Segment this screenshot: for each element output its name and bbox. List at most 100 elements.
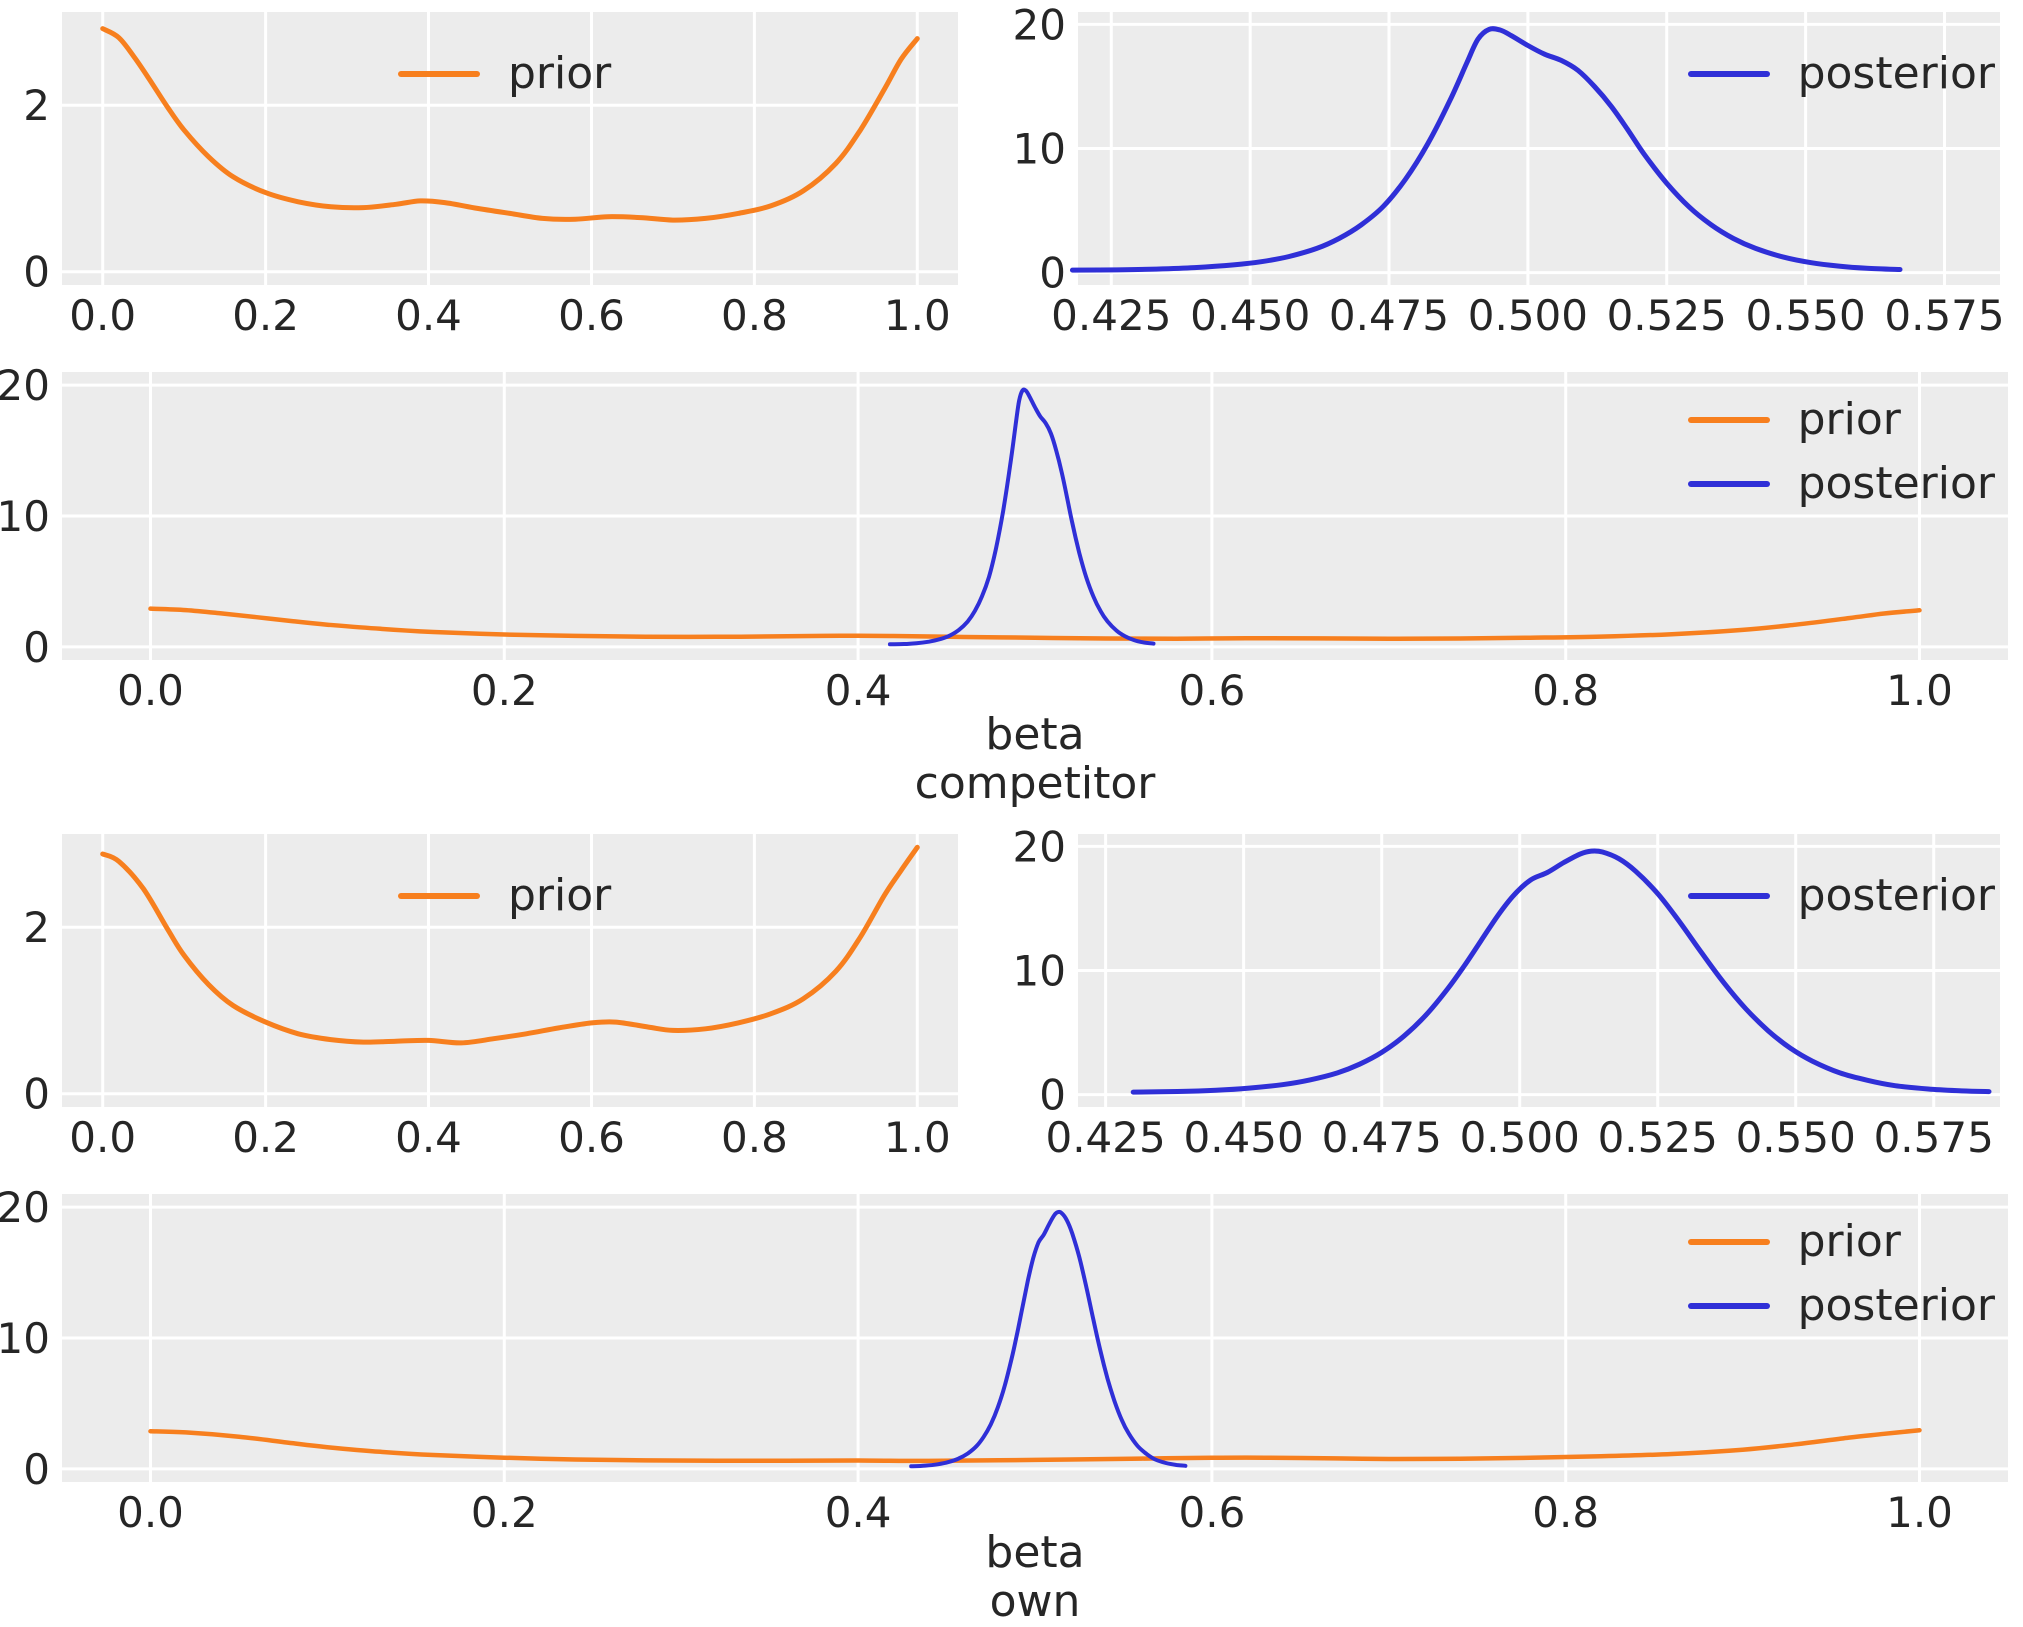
svg-text:0.425: 0.425 <box>1051 291 1171 340</box>
svg-text:0.500: 0.500 <box>1460 1113 1580 1162</box>
prior-line-swatch-icon <box>1687 1239 1770 1245</box>
legend-entry-prior: prior <box>398 50 611 98</box>
chart-competitor-both-svg: 0.0 0.2 0.4 0.6 0.8 1.0 0 10 20 <box>0 361 2008 714</box>
svg-text:0.525: 0.525 <box>1607 291 1727 340</box>
legend-entry-posterior: posterior <box>1687 1280 1995 1331</box>
svg-text:1.0: 1.0 <box>884 1113 951 1162</box>
chart-competitor-posterior-svg: 0.425 0.450 0.475 0.500 0.525 0.550 0.575 0 10 20 <box>1013 0 2005 340</box>
svg-text:0.4: 0.4 <box>825 1488 892 1536</box>
svg-text:2: 2 <box>23 81 50 130</box>
svg-text:0.500: 0.500 <box>1468 291 1588 340</box>
chart-own-posterior-svg: 0.425 0.450 0.475 0.500 0.525 0.550 0.575 0 10 20 <box>1013 822 2000 1162</box>
svg-text:1.0: 1.0 <box>1886 1488 1953 1536</box>
posterior-line-swatch-icon <box>1687 481 1770 487</box>
svg-text:0.0: 0.0 <box>69 291 136 340</box>
xlabel-beta-own: beta own <box>62 1528 2008 1626</box>
legend-label-prior: prior <box>508 870 612 921</box>
legend-own-posterior: posterior <box>1687 870 1995 921</box>
svg-text:10: 10 <box>0 492 50 541</box>
panel-competitor-posterior: 0.425 0.450 0.475 0.500 0.525 0.550 0.575 0 10 20… <box>1011 0 2023 350</box>
legend-own-both: prior posterior <box>1687 1216 1995 1331</box>
legend-entry-prior: prior <box>1687 394 1995 445</box>
svg-text:0.6: 0.6 <box>558 1113 625 1162</box>
svg-text:0.0: 0.0 <box>117 1488 184 1536</box>
legend-label-posterior: posterior <box>1797 458 1995 509</box>
svg-text:0: 0 <box>23 623 50 672</box>
xlabel-line-competitor: competitor <box>914 758 1156 809</box>
chart-competitor-prior-svg: 0.0 0.2 0.4 0.6 0.8 1.0 0 2 <box>23 12 958 340</box>
xlabel-beta-competitor: beta competitor <box>62 710 2008 808</box>
legend-label-posterior: posterior <box>1797 48 1995 99</box>
svg-text:0.8: 0.8 <box>721 1113 788 1162</box>
xlabel-line-own: own <box>989 1576 1081 1627</box>
svg-text:0.8: 0.8 <box>1532 666 1599 714</box>
legend-competitor-posterior: posterior <box>1687 48 1995 99</box>
legend-entry-prior: prior <box>1687 1216 1995 1267</box>
legend-competitor-both: prior posterior <box>1687 394 1995 509</box>
panel-competitor-prior: 0.0 0.2 0.4 0.6 0.8 1.0 0 2 prior <box>0 0 1010 350</box>
svg-text:0.550: 0.550 <box>1745 291 1865 340</box>
svg-text:1.0: 1.0 <box>1886 666 1953 714</box>
svg-text:2: 2 <box>23 903 50 952</box>
svg-text:0.2: 0.2 <box>232 1113 299 1162</box>
svg-text:0.575: 0.575 <box>1874 1113 1994 1162</box>
svg-text:0.475: 0.475 <box>1322 1113 1442 1162</box>
legend-entry-prior: prior <box>398 872 611 920</box>
legend-label-posterior: posterior <box>1797 1280 1995 1331</box>
prior-line-swatch-icon <box>1687 417 1770 423</box>
svg-text:0.425: 0.425 <box>1045 1113 1165 1162</box>
svg-text:0.0: 0.0 <box>69 1113 136 1162</box>
svg-text:0.525: 0.525 <box>1598 1113 1718 1162</box>
posterior-line-swatch-icon <box>1687 1303 1770 1309</box>
svg-text:20: 20 <box>1013 0 1066 49</box>
svg-text:0.2: 0.2 <box>471 1488 538 1536</box>
svg-text:0.4: 0.4 <box>395 291 462 340</box>
posterior-line-swatch-icon <box>1687 71 1770 77</box>
legend-entry-posterior: posterior <box>1687 458 1995 509</box>
svg-text:0.0: 0.0 <box>117 666 184 714</box>
legend-own-prior: prior <box>398 872 611 920</box>
svg-text:0.4: 0.4 <box>825 666 892 714</box>
panel-own-both: 0.0 0.2 0.4 0.6 0.8 1.0 0 10 20 prior posterior <box>0 1174 2023 1536</box>
xlabel-line-beta: beta <box>985 1527 1085 1578</box>
svg-text:0.2: 0.2 <box>232 291 299 340</box>
legend-entry-posterior: posterior <box>1687 48 1995 99</box>
svg-text:0.8: 0.8 <box>721 291 788 340</box>
svg-text:0.475: 0.475 <box>1329 291 1449 340</box>
svg-text:0.6: 0.6 <box>1179 666 1246 714</box>
svg-text:0: 0 <box>23 1445 50 1494</box>
svg-text:0.4: 0.4 <box>395 1113 462 1162</box>
prior-line-swatch-icon <box>398 71 480 77</box>
svg-text:20: 20 <box>1013 822 1066 871</box>
svg-text:0: 0 <box>23 1070 50 1119</box>
legend-entry-posterior: posterior <box>1687 870 1995 921</box>
svg-text:0.6: 0.6 <box>1179 1488 1246 1536</box>
posterior-line-swatch-icon <box>1687 893 1770 899</box>
svg-text:10: 10 <box>1013 947 1066 996</box>
svg-text:20: 20 <box>0 361 50 410</box>
svg-text:0.450: 0.450 <box>1190 291 1310 340</box>
panel-own-prior: 0.0 0.2 0.4 0.6 0.8 1.0 0 2 prior <box>0 822 1010 1172</box>
svg-text:0.8: 0.8 <box>1532 1488 1599 1536</box>
svg-text:20: 20 <box>0 1183 50 1232</box>
svg-text:0.450: 0.450 <box>1183 1113 1303 1162</box>
svg-text:0: 0 <box>23 248 50 297</box>
xlabel-line-beta: beta <box>985 709 1085 760</box>
svg-text:10: 10 <box>0 1314 50 1363</box>
legend-label-prior: prior <box>1797 1216 1901 1267</box>
svg-text:0.6: 0.6 <box>558 291 625 340</box>
svg-text:0: 0 <box>1039 1071 1066 1120</box>
legend-label-posterior: posterior <box>1797 870 1995 921</box>
prior-line-swatch-icon <box>398 893 480 899</box>
legend-label-prior: prior <box>1797 394 1901 445</box>
legend-competitor-prior: prior <box>398 50 611 98</box>
svg-text:0.2: 0.2 <box>471 666 538 714</box>
svg-text:0.575: 0.575 <box>1884 291 2004 340</box>
legend-label-prior: prior <box>508 48 612 99</box>
chart-own-both-svg: 0.0 0.2 0.4 0.6 0.8 1.0 0 10 20 <box>0 1183 2008 1536</box>
panel-own-posterior: 0.425 0.450 0.475 0.500 0.525 0.550 0.575 0 10 20… <box>1011 822 2023 1172</box>
chart-own-prior-svg: 0.0 0.2 0.4 0.6 0.8 1.0 0 2 <box>23 834 958 1162</box>
svg-text:0: 0 <box>1039 249 1066 298</box>
svg-text:1.0: 1.0 <box>884 291 951 340</box>
svg-text:10: 10 <box>1013 125 1066 174</box>
